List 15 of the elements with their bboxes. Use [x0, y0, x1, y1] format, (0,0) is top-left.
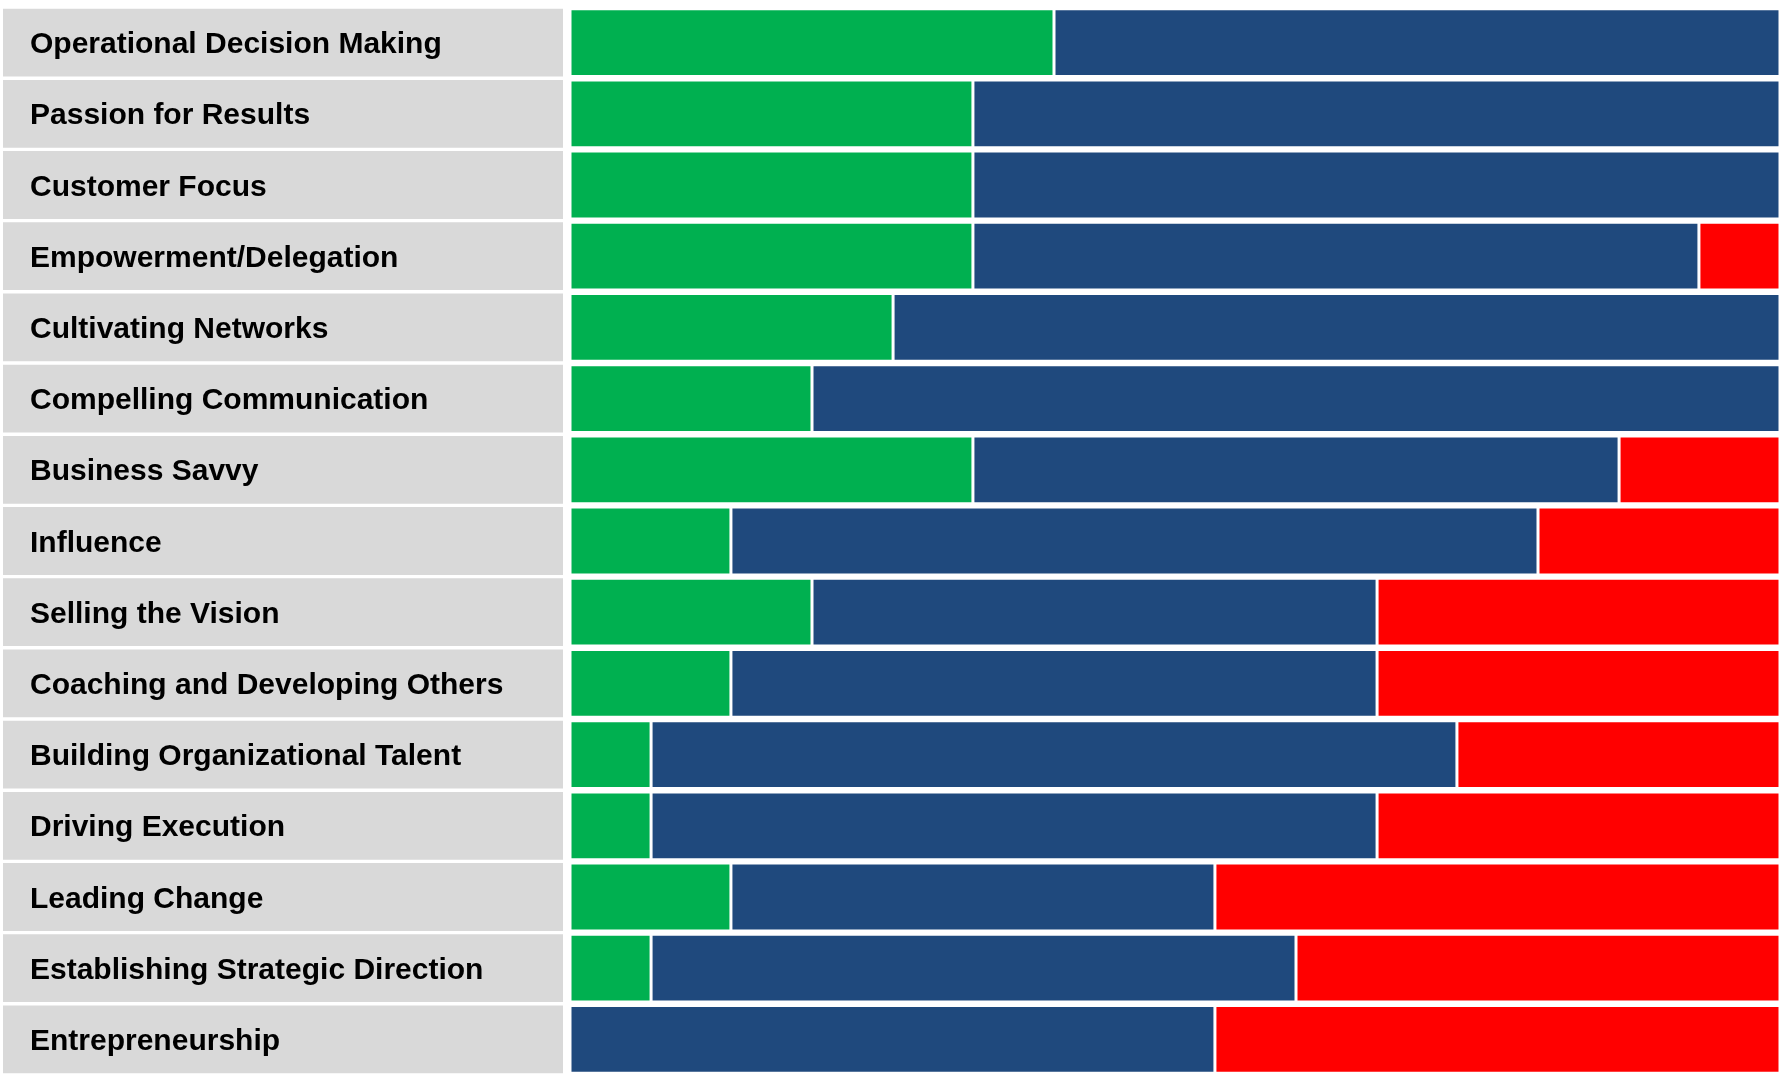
y-tick-label: Business Savvy: [30, 453, 259, 487]
y-tick-label: Empowerment/Delegation: [30, 239, 399, 273]
y-tick-label: Selling the Vision: [30, 595, 280, 629]
y-tick-label: Entrepreneurship: [30, 1022, 281, 1056]
y-tick-label: Building Organizational Talent: [30, 738, 462, 772]
y-tick-label: Influence: [30, 524, 162, 558]
y-tick-label: Cultivating Networks: [30, 310, 329, 344]
y-tick-label: Leading Change: [30, 880, 264, 914]
y-tick-label: Establishing Strategic Direction: [30, 951, 484, 985]
y-tick-label: Coaching and Developing Others: [30, 666, 504, 700]
y-tick-label: Operational Decision Making: [30, 26, 442, 60]
y-tick-label: Driving Execution: [30, 809, 286, 843]
y-tick-label: Compelling Communication: [30, 382, 429, 416]
y-tick-label: Passion for Results: [30, 97, 311, 131]
y-tick-label: Customer Focus: [30, 168, 267, 202]
